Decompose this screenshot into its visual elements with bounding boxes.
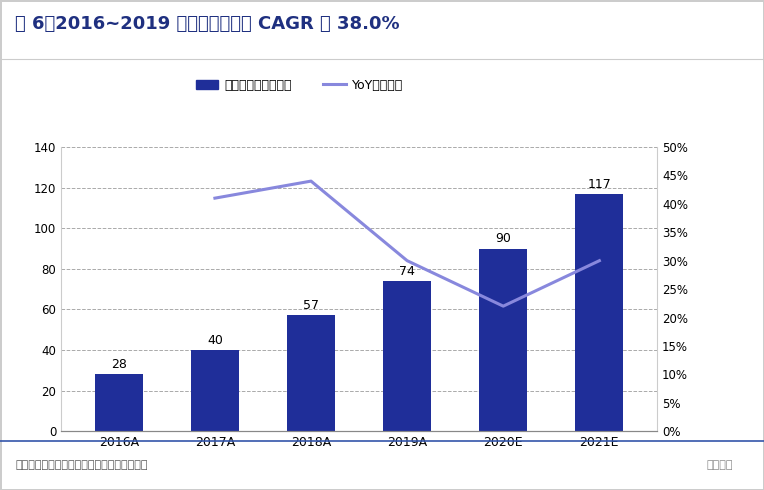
Text: 28: 28 bbox=[111, 358, 127, 371]
Legend: 卡萨帝收入（亿元）, YoY（右轴）: 卡萨帝收入（亿元）, YoY（右轴） bbox=[191, 74, 408, 97]
Bar bbox=[575, 194, 623, 431]
Bar bbox=[191, 350, 239, 431]
Text: 家电先生: 家电先生 bbox=[707, 461, 733, 470]
Text: 90: 90 bbox=[495, 232, 511, 245]
Text: 117: 117 bbox=[588, 178, 611, 191]
Text: 57: 57 bbox=[303, 299, 319, 313]
Bar bbox=[479, 248, 527, 431]
Text: 74: 74 bbox=[400, 265, 415, 278]
Bar bbox=[383, 281, 431, 431]
Bar bbox=[287, 316, 335, 431]
Text: 图 6：2016~2019 年，卡萨帝收入 CAGR 为 38.0%: 图 6：2016~2019 年，卡萨帝收入 CAGR 为 38.0% bbox=[15, 15, 400, 33]
Text: 资料来源：海尔智家公告，安信证券研究中心: 资料来源：海尔智家公告，安信证券研究中心 bbox=[15, 461, 147, 470]
Bar bbox=[95, 374, 143, 431]
Text: 40: 40 bbox=[207, 334, 223, 347]
